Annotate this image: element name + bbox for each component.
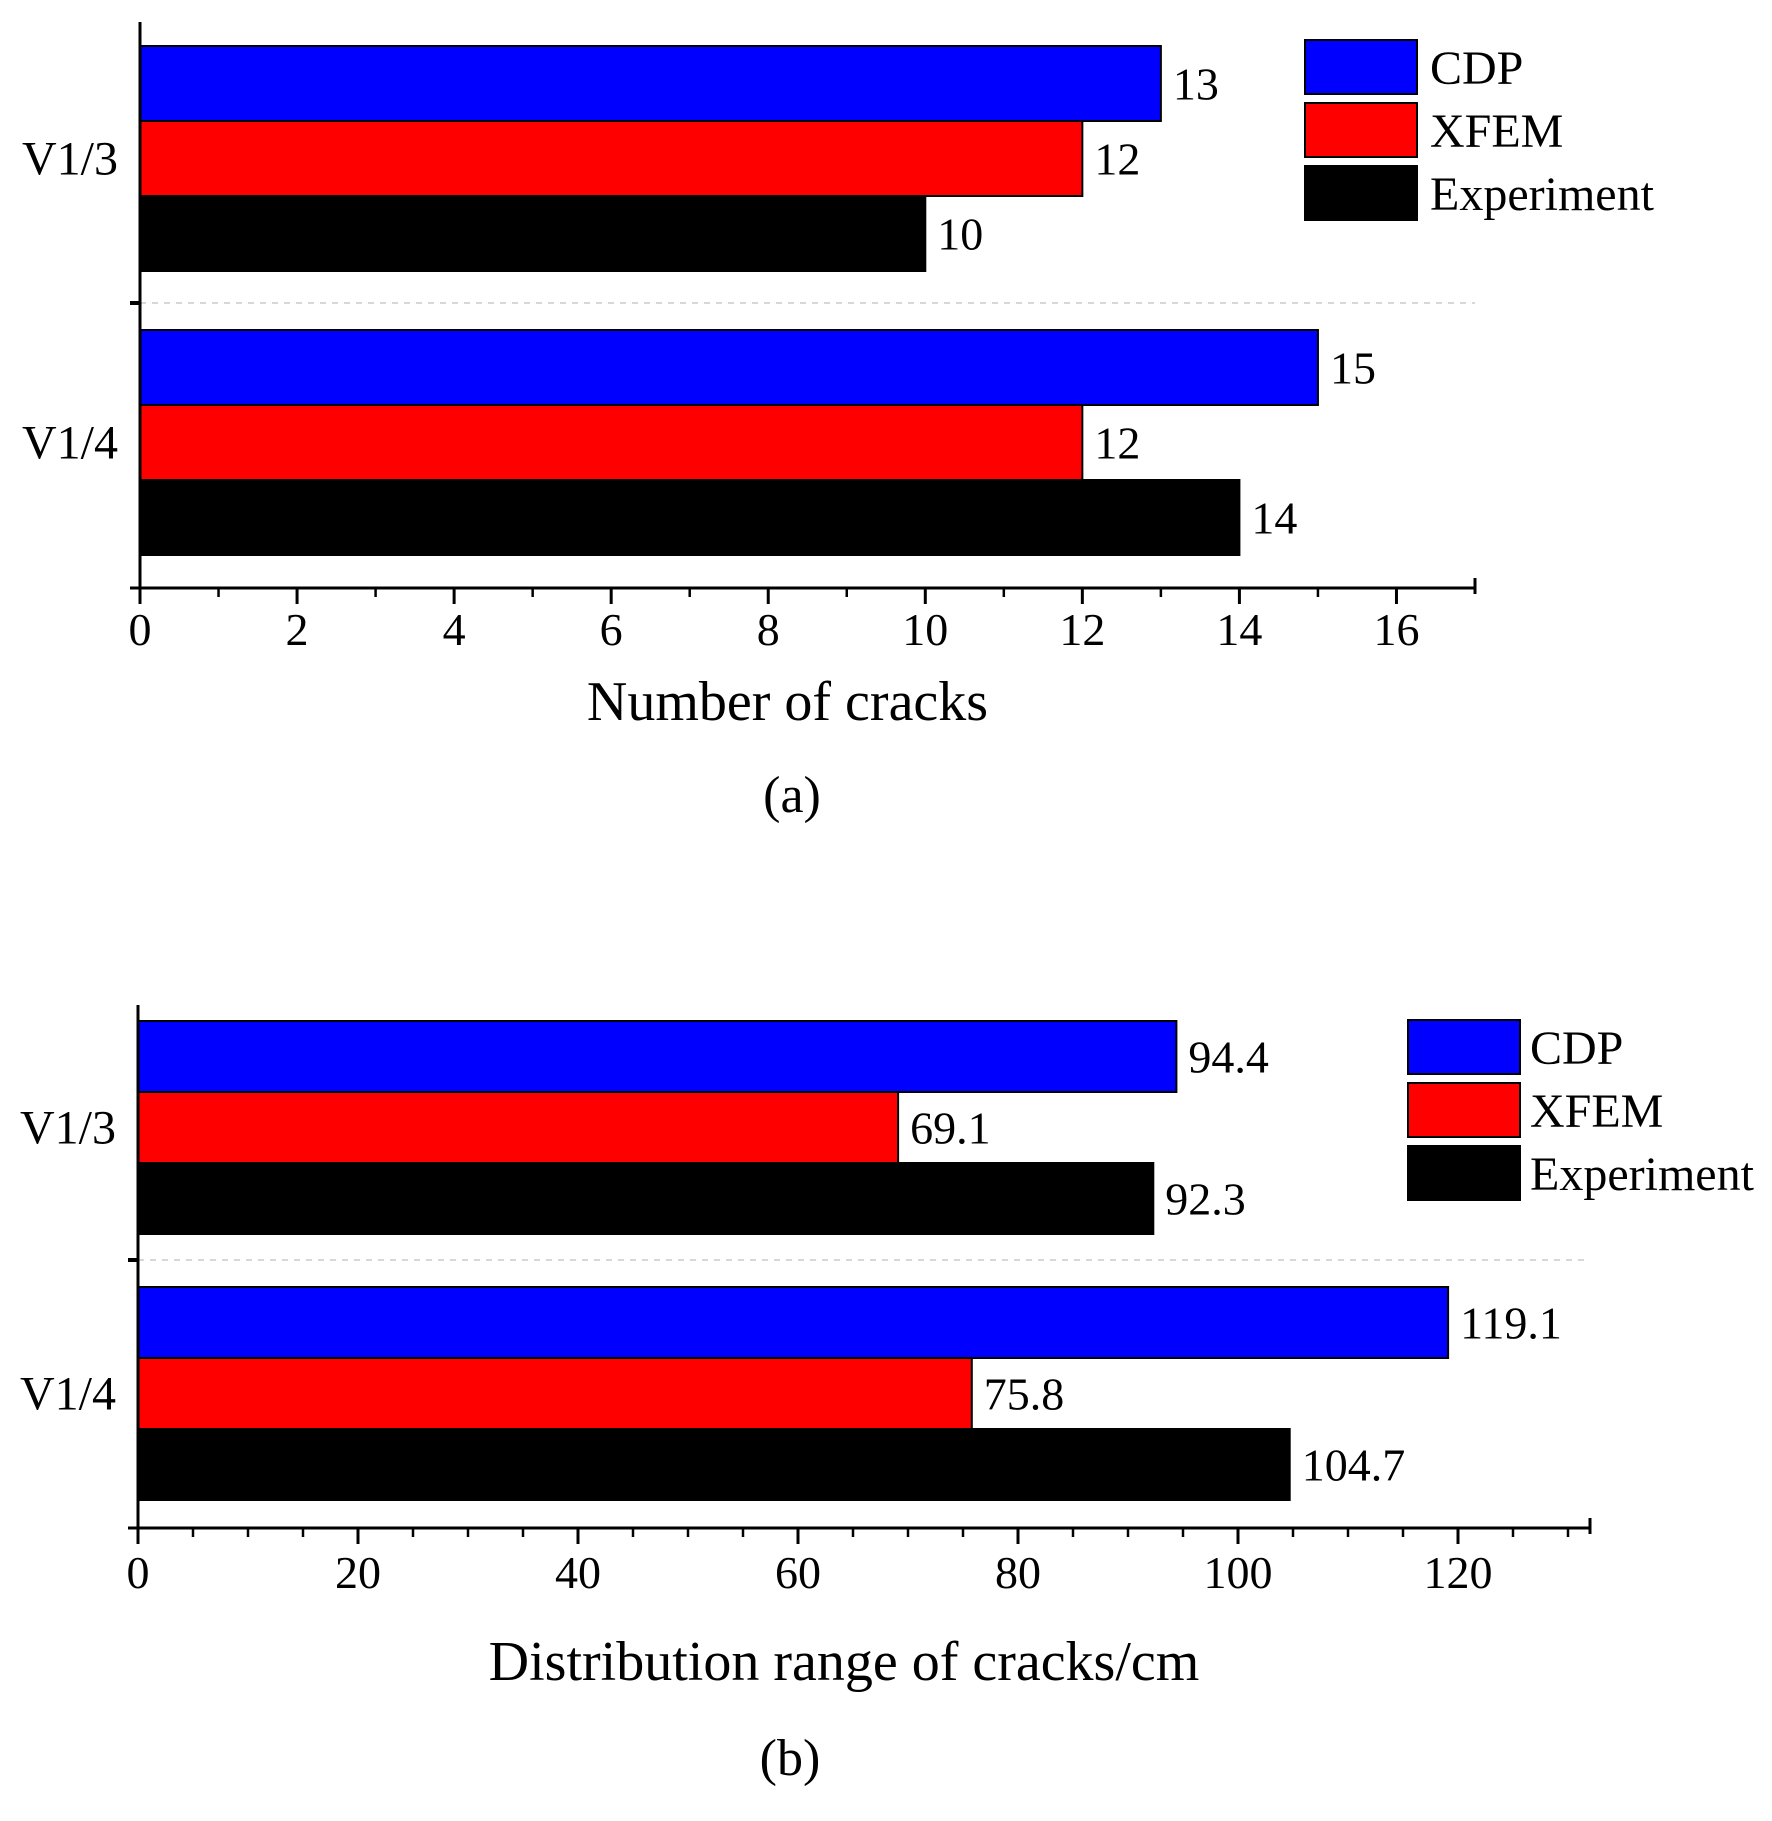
bar-V1-4-experiment — [137, 1428, 1291, 1501]
bar-V1-4-xfem — [139, 404, 1084, 481]
chart-panel-a: 13 12 10 V1/3 15 12 14 V1/4 0 2 4 6 8 10 12 14 16 Number … — [22, 22, 1655, 824]
panel-label: (a) — [763, 767, 821, 824]
data-label: 69.1 — [910, 1103, 991, 1154]
data-label: 12 — [1094, 134, 1140, 185]
legend: CDP XFEM Experiment — [1304, 39, 1655, 221]
legend-swatch-xfem — [1407, 1082, 1521, 1138]
x-tick-label: 100 — [1204, 1547, 1273, 1598]
legend-label: XFEM — [1430, 105, 1563, 158]
category-label: V1/3 — [20, 1102, 116, 1155]
x-tick-label: 80 — [995, 1547, 1041, 1598]
x-tick-label: 20 — [335, 1547, 381, 1598]
legend: CDP XFEM Experiment — [1407, 1019, 1755, 1201]
data-label: 10 — [937, 209, 983, 260]
x-axis-title: Distribution range of cracks/cm — [489, 1631, 1200, 1693]
legend-label: Experiment — [1530, 1148, 1755, 1201]
x-tick-label: 2 — [286, 604, 309, 655]
x-tick-label: 8 — [757, 604, 780, 655]
legend-label: CDP — [1430, 42, 1523, 95]
legend-label: Experiment — [1430, 168, 1655, 221]
bar-V1-4-xfem — [137, 1357, 973, 1430]
x-tick-label: 12 — [1059, 604, 1105, 655]
data-label: 14 — [1251, 493, 1297, 544]
bar-V1-3-cdp — [139, 45, 1162, 122]
data-label: 15 — [1330, 343, 1376, 394]
bar-V1-4-cdp — [139, 329, 1319, 406]
bar-V1-3-xfem — [137, 1091, 900, 1164]
x-tick-label: 14 — [1216, 604, 1262, 655]
legend-swatch-experiment — [1304, 165, 1418, 221]
data-label: 75.8 — [984, 1369, 1065, 1420]
legend-swatch-cdp — [1407, 1019, 1521, 1075]
category-label: V1/4 — [22, 417, 118, 470]
bar-V1-3-cdp — [137, 1020, 1178, 1093]
panel-label: (b) — [760, 1730, 821, 1787]
x-axis-title: Number of cracks — [587, 671, 988, 733]
data-label: 92.3 — [1165, 1174, 1246, 1225]
bar-V1-3-experiment — [139, 195, 927, 272]
x-tick-label: 6 — [600, 604, 623, 655]
x-tick-label: 0 — [127, 1547, 150, 1598]
legend-swatch-experiment — [1407, 1145, 1521, 1201]
x-tick-label: 16 — [1373, 604, 1419, 655]
data-label: 12 — [1094, 418, 1140, 469]
bar-V1-3-xfem — [139, 120, 1084, 197]
bar-V1-4-experiment — [139, 479, 1241, 556]
legend-label: XFEM — [1530, 1085, 1663, 1138]
x-tick-label: 120 — [1424, 1547, 1493, 1598]
category-label: V1/3 — [22, 133, 118, 186]
data-label: 119.1 — [1460, 1298, 1562, 1349]
x-tick-label: 4 — [443, 604, 466, 655]
category-label: V1/4 — [20, 1368, 116, 1421]
x-tick-label: 0 — [129, 604, 152, 655]
chart-panel-b: 94.4 69.1 92.3 V1/3 119.1 75.8 104.7 V1/4 0 20 40 6… — [20, 1005, 1755, 1787]
legend-label: CDP — [1530, 1022, 1623, 1075]
bar-V1-4-cdp — [137, 1286, 1450, 1359]
x-tick-label: 40 — [555, 1547, 601, 1598]
data-label: 94.4 — [1188, 1032, 1269, 1083]
bar-V1-3-experiment — [137, 1162, 1155, 1235]
data-label: 104.7 — [1302, 1440, 1406, 1491]
data-label: 13 — [1173, 59, 1219, 110]
x-tick-label: 60 — [775, 1547, 821, 1598]
legend-swatch-xfem — [1304, 102, 1418, 158]
legend-swatch-cdp — [1304, 39, 1418, 95]
x-tick-label: 10 — [902, 604, 948, 655]
